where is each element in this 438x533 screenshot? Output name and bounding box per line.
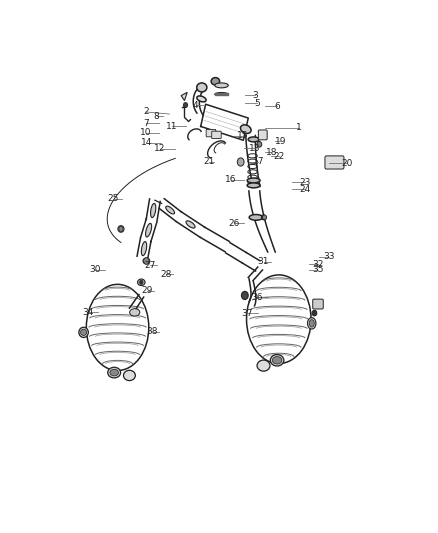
Text: 12: 12 xyxy=(154,144,166,154)
Text: 29: 29 xyxy=(141,286,153,295)
Text: 38: 38 xyxy=(147,327,158,336)
Ellipse shape xyxy=(309,320,314,327)
Ellipse shape xyxy=(145,223,152,237)
Ellipse shape xyxy=(249,214,263,220)
Ellipse shape xyxy=(141,241,147,256)
Text: 16: 16 xyxy=(225,175,237,184)
Ellipse shape xyxy=(197,96,206,102)
Text: 19: 19 xyxy=(275,136,286,146)
Text: 24: 24 xyxy=(300,184,311,193)
Ellipse shape xyxy=(81,329,87,335)
Circle shape xyxy=(237,158,244,166)
Text: 2: 2 xyxy=(143,108,148,117)
FancyBboxPatch shape xyxy=(325,156,344,169)
Circle shape xyxy=(119,227,123,231)
Text: 21: 21 xyxy=(204,157,215,166)
FancyBboxPatch shape xyxy=(313,299,323,309)
Text: 31: 31 xyxy=(258,257,269,266)
FancyBboxPatch shape xyxy=(206,130,215,137)
Ellipse shape xyxy=(270,354,284,366)
Text: 6: 6 xyxy=(274,102,280,111)
Text: 28: 28 xyxy=(160,270,172,279)
Ellipse shape xyxy=(247,183,260,188)
Ellipse shape xyxy=(272,357,282,364)
Ellipse shape xyxy=(186,221,195,228)
Text: 35: 35 xyxy=(312,265,324,274)
Text: 14: 14 xyxy=(141,138,153,147)
Text: 1: 1 xyxy=(296,123,302,132)
Ellipse shape xyxy=(197,83,207,92)
Circle shape xyxy=(262,215,266,220)
Text: 7: 7 xyxy=(144,119,149,128)
Text: 27: 27 xyxy=(145,261,156,270)
Polygon shape xyxy=(201,104,248,140)
Text: 23: 23 xyxy=(300,177,311,187)
Text: 15: 15 xyxy=(237,131,249,140)
FancyBboxPatch shape xyxy=(258,130,267,140)
Text: 26: 26 xyxy=(228,219,240,228)
Circle shape xyxy=(140,280,143,284)
Text: 3: 3 xyxy=(252,91,258,100)
Text: 4: 4 xyxy=(193,101,198,109)
Ellipse shape xyxy=(118,225,124,232)
Text: 36: 36 xyxy=(251,293,262,302)
Text: 33: 33 xyxy=(323,252,335,261)
Ellipse shape xyxy=(247,178,260,183)
Ellipse shape xyxy=(240,125,251,133)
Ellipse shape xyxy=(247,275,311,364)
Ellipse shape xyxy=(79,327,88,337)
Polygon shape xyxy=(181,92,187,101)
Text: 11: 11 xyxy=(166,122,178,131)
Text: 32: 32 xyxy=(312,260,324,269)
Circle shape xyxy=(144,257,149,264)
Text: 13: 13 xyxy=(249,143,261,152)
Text: 10: 10 xyxy=(140,128,152,138)
Text: 20: 20 xyxy=(342,159,353,168)
Text: 37: 37 xyxy=(241,309,252,318)
Ellipse shape xyxy=(110,369,118,376)
Ellipse shape xyxy=(215,83,228,88)
Text: 17: 17 xyxy=(253,157,264,166)
Ellipse shape xyxy=(124,370,135,381)
Ellipse shape xyxy=(248,137,259,142)
Text: 8: 8 xyxy=(154,112,159,121)
Ellipse shape xyxy=(257,360,270,371)
Circle shape xyxy=(184,103,187,108)
Ellipse shape xyxy=(307,318,316,329)
Circle shape xyxy=(261,215,265,220)
Ellipse shape xyxy=(143,258,150,264)
Text: 18: 18 xyxy=(265,148,277,157)
Ellipse shape xyxy=(138,279,145,286)
Ellipse shape xyxy=(211,78,219,85)
Text: 22: 22 xyxy=(273,152,284,161)
Ellipse shape xyxy=(86,284,149,370)
Circle shape xyxy=(257,141,262,147)
Ellipse shape xyxy=(151,204,156,217)
Text: 34: 34 xyxy=(82,308,94,317)
Ellipse shape xyxy=(166,206,175,214)
Circle shape xyxy=(241,292,248,300)
Text: 5: 5 xyxy=(254,99,260,108)
FancyBboxPatch shape xyxy=(212,131,221,139)
Ellipse shape xyxy=(108,367,120,378)
Text: 30: 30 xyxy=(89,265,101,274)
Text: 25: 25 xyxy=(107,194,119,203)
Circle shape xyxy=(312,310,317,316)
Ellipse shape xyxy=(130,309,140,316)
